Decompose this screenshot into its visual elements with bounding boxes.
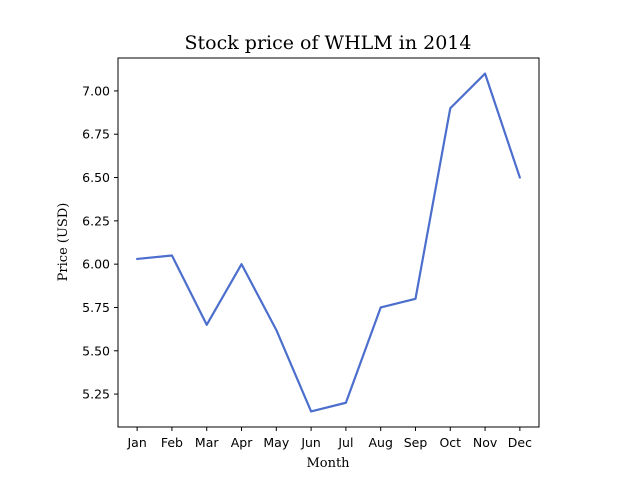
x-tick-label: Apr (231, 435, 253, 450)
x-tick-label: May (263, 435, 289, 450)
x-tick-label: Jul (337, 435, 353, 450)
chart-title: Stock price of WHLM in 2014 (185, 32, 472, 54)
x-tick-label: Sep (404, 435, 428, 450)
x-tick-label: Jan (126, 435, 146, 450)
y-tick-label: 6.25 (82, 213, 110, 228)
x-tick-label: Nov (473, 435, 498, 450)
y-tick-label: 5.25 (82, 387, 110, 402)
x-tick-label: Feb (161, 435, 183, 450)
x-tick-label: Aug (368, 435, 392, 450)
y-tick-label: 6.75 (82, 127, 110, 142)
x-tick-label: Mar (195, 435, 219, 450)
y-axis: 5.25 5.50 5.75 6.00 6.25 6.50 6.75 7.00 (82, 83, 118, 402)
series-line (136, 72, 521, 413)
plot-frame (117, 57, 540, 428)
x-axis-label: Month (306, 456, 350, 471)
y-tick-label: 7.00 (82, 83, 110, 98)
y-axis-label: Price (USD) (56, 203, 71, 282)
x-tick-label: Oct (439, 435, 461, 450)
x-tick-label: Jun (300, 435, 321, 450)
y-tick-label: 6.00 (82, 257, 110, 272)
y-tick-label: 5.50 (82, 343, 110, 358)
series-layer (136, 72, 521, 413)
y-tick-label: 6.50 (82, 170, 110, 185)
x-tick-label: Dec (508, 435, 532, 450)
y-tick-label: 5.75 (82, 300, 110, 315)
x-axis: Jan Feb Mar Apr May Jun Jul Aug Sep Oct Nov Dec (126, 427, 532, 450)
